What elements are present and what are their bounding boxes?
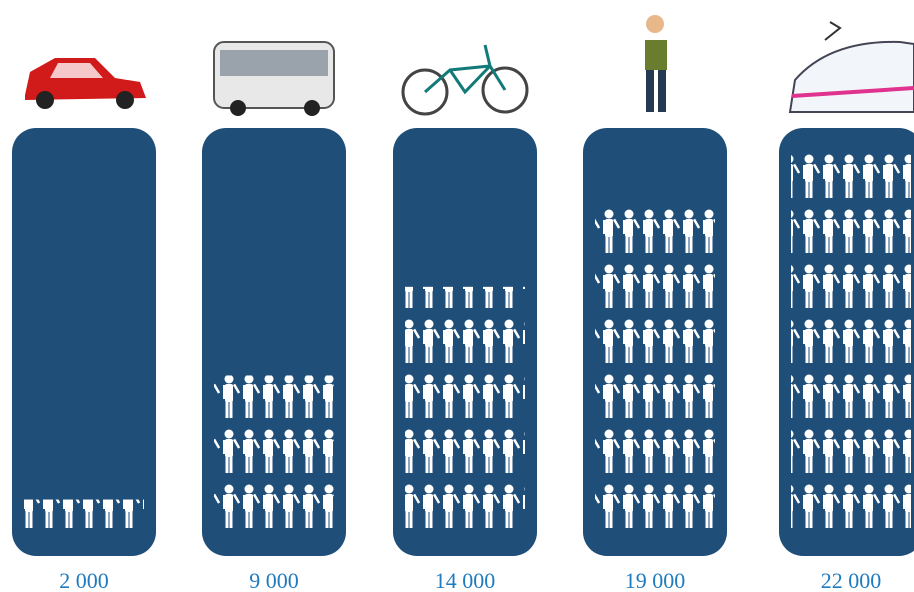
people-stack xyxy=(595,198,715,535)
car-icon xyxy=(25,58,146,109)
bus-icon xyxy=(213,41,335,116)
bicycle-icon xyxy=(401,44,529,116)
person-icon xyxy=(645,15,667,112)
value-label: 22 000 xyxy=(821,568,882,592)
people-stack xyxy=(24,499,144,535)
people-stack xyxy=(214,375,334,535)
value-label: 14 000 xyxy=(435,568,496,592)
value-label: 19 000 xyxy=(625,568,686,592)
value-label: 9 000 xyxy=(249,568,299,592)
column xyxy=(12,128,156,556)
people-stack xyxy=(791,145,911,535)
people-stack xyxy=(405,286,525,535)
train-icon xyxy=(788,21,914,113)
value-label: 2 000 xyxy=(59,568,109,592)
